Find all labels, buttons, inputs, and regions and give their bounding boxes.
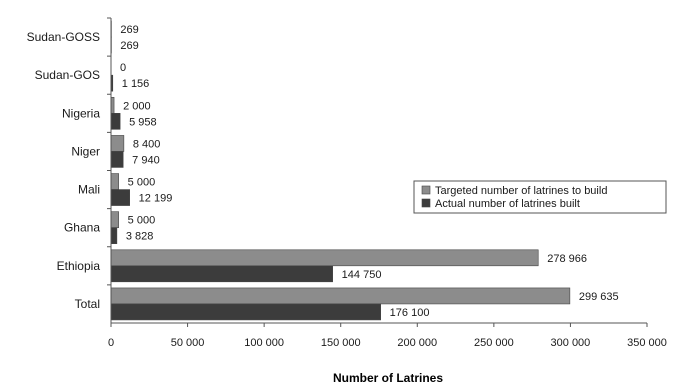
targeted-bar	[110, 287, 571, 305]
x-axis-title: Number of Latrines	[333, 371, 443, 385]
x-tick-label: 350 000	[627, 337, 667, 349]
actual-bar	[110, 265, 333, 283]
category-label: Niger	[71, 144, 100, 158]
category-label: Total	[75, 297, 100, 311]
actual-value-label: 12 199	[139, 193, 173, 205]
targeted-value-label: 299 635	[579, 291, 619, 303]
actual-bar	[110, 151, 124, 168]
legend-label-targeted: Targeted number of latrines to build	[435, 185, 607, 197]
targeted-value-label: 8 400	[133, 138, 161, 150]
targeted-bar	[110, 135, 125, 152]
targeted-bar	[110, 173, 119, 190]
axis-layer	[110, 18, 647, 324]
category-label: Ethiopia	[57, 259, 101, 273]
targeted-bar	[110, 211, 119, 228]
legend-label-actual: Actual number of latrines built	[435, 198, 580, 210]
targeted-value-label: 5 000	[128, 177, 156, 189]
x-tick-label: 0	[108, 337, 114, 349]
actual-bar	[110, 113, 121, 130]
category-label: Ghana	[64, 221, 100, 235]
bars-layer	[110, 20, 571, 321]
category-label: Mali	[78, 183, 100, 197]
actual-value-label: 7 940	[132, 154, 160, 166]
targeted-bar	[110, 249, 539, 267]
legend-swatch-targeted	[421, 185, 431, 195]
actual-bar	[110, 189, 130, 206]
x-tick-label: 200 000	[397, 337, 437, 349]
x-tick-label: 250 000	[474, 337, 514, 349]
actual-value-label: 176 100	[390, 307, 430, 319]
targeted-value-label: 269	[120, 24, 138, 36]
actual-value-label: 269	[120, 40, 138, 52]
category-label: Sudan-GOS	[35, 68, 100, 82]
x-tick-label: 50 000	[171, 337, 205, 349]
targeted-value-label: 2 000	[123, 100, 151, 112]
x-tick-label: 300 000	[551, 337, 591, 349]
legend-swatch-actual	[421, 198, 431, 208]
actual-value-label: 144 750	[342, 269, 382, 281]
category-label: Nigeria	[62, 106, 100, 120]
labels-layer: Sudan-GOSS Sudan-GOS Nigeria Niger Mali Ghana…	[27, 17, 667, 349]
targeted-value-label: 278 966	[547, 253, 587, 265]
category-label: Sudan-GOSS	[27, 30, 100, 44]
actual-value-label: 5 958	[129, 116, 157, 128]
targeted-value-label: 0	[120, 62, 126, 74]
x-tick-label: 150 000	[321, 337, 361, 349]
actual-bar	[110, 227, 118, 244]
actual-value-label: 1 156	[122, 78, 150, 90]
legend: Targeted number of latrines to buildActu…	[413, 180, 667, 214]
actual-value-label: 3 828	[126, 231, 154, 243]
legend-box	[413, 180, 667, 214]
targeted-value-label: 5 000	[128, 215, 156, 227]
actual-bar	[110, 303, 381, 321]
x-tick-label: 100 000	[244, 337, 284, 349]
